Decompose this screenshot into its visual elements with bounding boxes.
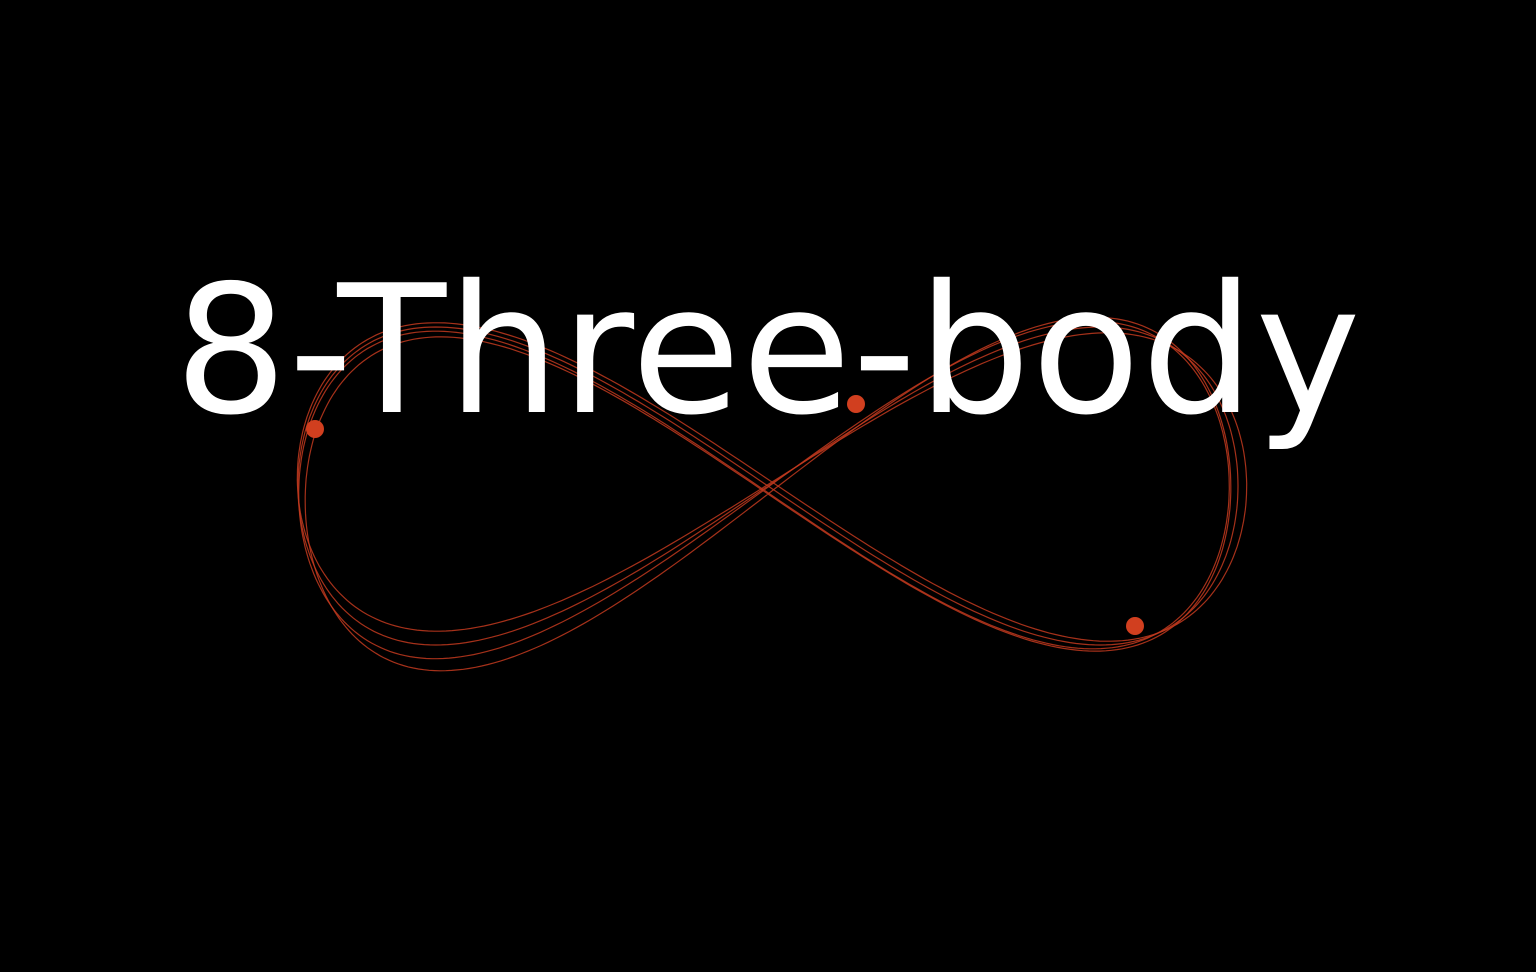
orbiting-body bbox=[306, 420, 324, 438]
orbit-bodies bbox=[306, 395, 1144, 635]
orbit-trails bbox=[296, 316, 1248, 672]
orbit-trail bbox=[297, 326, 1239, 646]
orbiting-body bbox=[1126, 617, 1144, 635]
orbit-trail bbox=[296, 322, 1248, 642]
orbiting-body bbox=[847, 395, 865, 413]
orbit-trail bbox=[298, 320, 1230, 660]
orbit-trail bbox=[304, 316, 1232, 672]
